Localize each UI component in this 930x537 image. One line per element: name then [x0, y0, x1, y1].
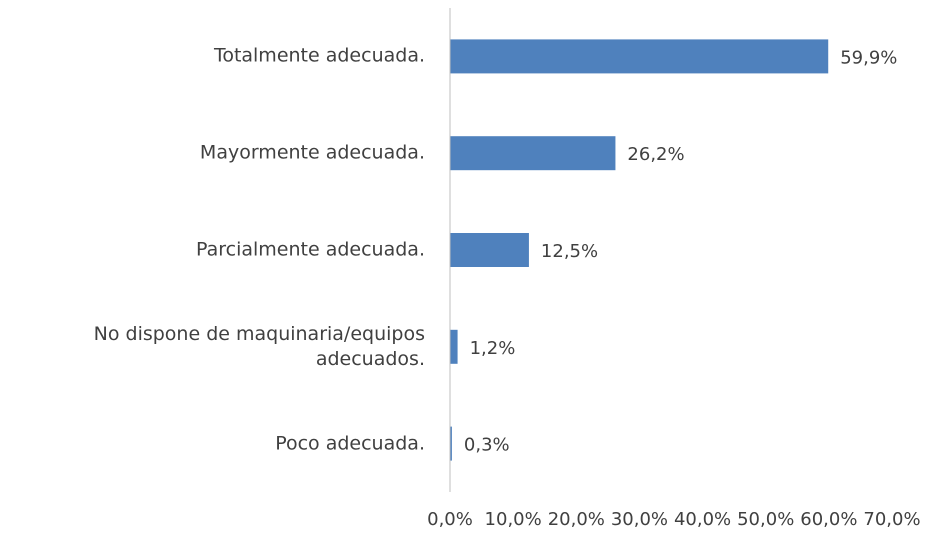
category-label: Poco adecuada.	[275, 432, 425, 455]
value-label: 12,5%	[541, 241, 598, 262]
bar	[450, 39, 829, 74]
category-label: Totalmente adecuada.	[213, 44, 425, 67]
bar	[450, 426, 452, 461]
category-label: Parcialmente adecuada.	[196, 238, 425, 261]
x-tick-label: 0,0%	[427, 509, 473, 530]
bar	[450, 233, 529, 267]
x-tick-label: 50,0%	[737, 509, 794, 530]
x-tick-label: 10,0%	[485, 509, 542, 530]
x-tick-label: 70,0%	[863, 509, 920, 530]
x-tick-label: 60,0%	[800, 509, 857, 530]
value-label: 1,2%	[470, 338, 516, 359]
bar	[450, 136, 616, 171]
value-label: 0,3%	[464, 435, 510, 456]
x-tick-label: 40,0%	[674, 509, 731, 530]
value-label: 26,2%	[627, 144, 684, 165]
value-label: 59,9%	[840, 47, 897, 68]
category-label: Mayormente adecuada.	[199, 141, 425, 164]
category-label: No dispone de maquinaria/equipos adecuad…	[93, 322, 425, 370]
x-tick-label: 20,0%	[548, 509, 605, 530]
bar	[450, 329, 458, 364]
x-tick-label: 30,0%	[611, 509, 668, 530]
